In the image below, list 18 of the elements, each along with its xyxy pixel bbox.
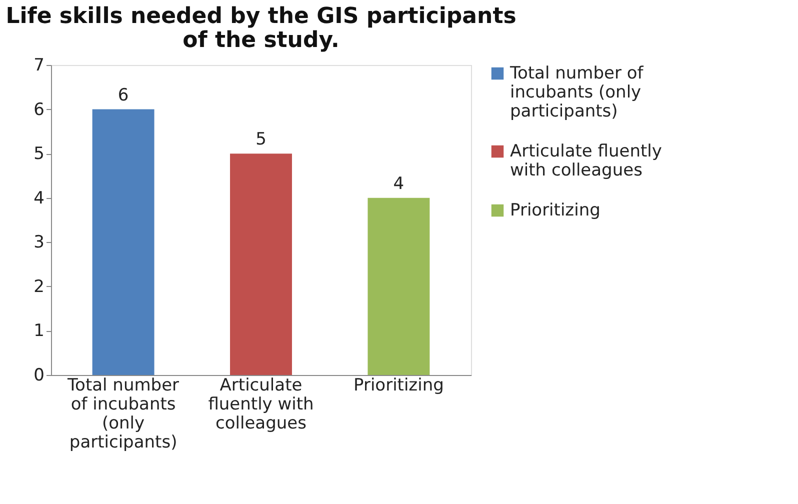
- x-tick-label: Prioritizing: [354, 376, 444, 396]
- data-label: 4: [393, 174, 404, 194]
- x-tick-label: Total number of incubants (only participants): [66, 376, 180, 452]
- legend-label: Prioritizing: [510, 200, 600, 220]
- data-label: 6: [118, 85, 129, 106]
- y-tick-label: 2: [34, 276, 44, 297]
- y-tick-label: 4: [34, 188, 44, 208]
- y-tick-label: 3: [34, 232, 44, 253]
- y-tick-label: 5: [34, 144, 44, 164]
- y-tick-label: 7: [34, 56, 44, 76]
- x-tick-label: Articulate fluently with colleagues: [208, 376, 314, 434]
- legend-label: Articulate fluently with colleagues: [510, 142, 662, 180]
- chart-title: Life skills needed by the GIS participants of the study.: [6, 4, 516, 53]
- y-tick-label: 1: [34, 321, 44, 342]
- data-label: 5: [256, 130, 266, 150]
- y-tick-label: 0: [34, 366, 44, 386]
- y-tick-label: 6: [34, 100, 44, 120]
- legend-label: Total number of incubants (only participants): [509, 64, 644, 122]
